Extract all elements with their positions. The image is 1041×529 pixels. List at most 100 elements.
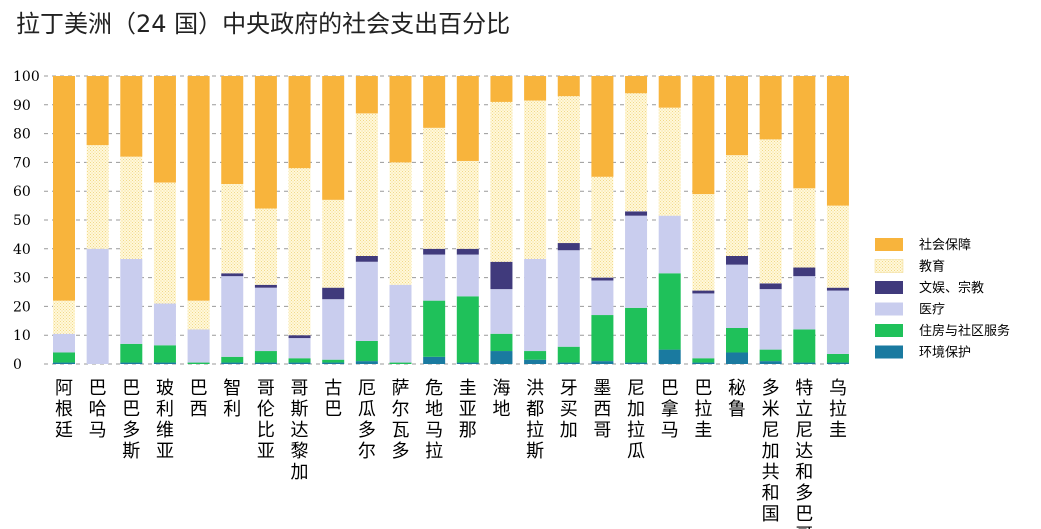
bar-segment <box>591 361 614 364</box>
bar-segment <box>793 76 816 189</box>
bar-segment <box>692 358 715 363</box>
bar-segment <box>826 287 849 291</box>
x-category-label: 巴巴多斯 <box>122 378 140 462</box>
bar-segment <box>53 352 75 363</box>
bar-segment <box>490 351 513 364</box>
bar-segment <box>389 162 412 285</box>
bar-segment <box>490 76 513 102</box>
legend-label: 环境保护 <box>919 346 971 361</box>
bar-segment <box>726 264 748 328</box>
bar-segment <box>423 356 446 364</box>
bar-segment <box>456 248 479 255</box>
bar-segment <box>557 96 580 244</box>
bar-segment <box>389 362 412 364</box>
bar-segment <box>826 205 849 288</box>
x-category-label: 洪都拉斯 <box>526 378 544 462</box>
x-category-label: 危地马拉 <box>425 378 443 462</box>
bar-segment <box>288 362 311 364</box>
x-category-label: 尼加拉瓜 <box>627 378 645 462</box>
x-category-label: 智利 <box>223 378 241 420</box>
bar-segment <box>456 362 479 364</box>
y-tick-label: 30 <box>13 271 31 287</box>
bar-segment <box>524 351 547 360</box>
x-category-labels: 阿根廷巴哈马巴巴多斯玻利维亚巴西智利哥伦比亚哥斯达黎加古巴厄瓜多尔萨尔瓦多危地马… <box>55 378 847 529</box>
x-category-label: 巴西 <box>190 378 208 420</box>
bar-segment <box>322 76 345 200</box>
legend-label: 教育 <box>919 259 945 275</box>
bar-segment <box>591 280 614 316</box>
bar-segment <box>524 76 547 101</box>
bar-segment <box>53 300 75 334</box>
bar-segment <box>726 256 748 265</box>
bar-segment <box>557 250 580 347</box>
bar-segment <box>221 273 244 277</box>
x-category-label: 墨西哥 <box>593 378 611 441</box>
bar-segment <box>254 76 277 209</box>
bar-segment <box>423 127 446 249</box>
bar-segment <box>254 287 277 352</box>
bar-segment <box>759 361 782 364</box>
bar-segment <box>254 351 277 363</box>
bar-segment <box>490 333 513 352</box>
bar-segment <box>355 261 378 341</box>
bar-segment <box>658 215 681 274</box>
y-tick-label: 90 <box>13 98 31 114</box>
x-category-label: 萨尔瓦多 <box>392 378 410 462</box>
bar-segment <box>389 76 412 163</box>
bar-segment <box>456 296 479 363</box>
bar-segment <box>726 328 748 353</box>
bar-segment <box>53 362 75 364</box>
y-tick-label: 70 <box>13 155 31 171</box>
bar-segment <box>759 283 782 290</box>
bar-segment <box>658 349 681 364</box>
x-category-label: 巴哈马 <box>89 378 107 441</box>
bar-segment <box>221 76 244 184</box>
bar-segment <box>826 76 849 206</box>
x-category-label: 厄瓜多尔 <box>358 378 376 462</box>
bar-segment <box>625 211 648 216</box>
bar-segment <box>288 76 311 169</box>
legend-swatch <box>875 324 903 337</box>
bar-segment <box>456 76 479 161</box>
bars <box>53 76 849 364</box>
bar-segment <box>221 184 244 274</box>
bar-segment <box>826 362 849 364</box>
bar-segment <box>456 254 479 297</box>
bar-segment <box>288 335 311 339</box>
x-category-label: 牙买加 <box>560 378 578 441</box>
bar-segment <box>692 293 715 359</box>
bar-segment <box>793 276 816 330</box>
bar-segment <box>187 76 210 301</box>
bar-segment <box>322 287 345 300</box>
bar-segment <box>490 261 513 290</box>
legend-label: 医疗 <box>919 303 945 318</box>
legend-swatch <box>875 238 903 251</box>
bar-segment <box>625 215 648 308</box>
bar-segment <box>826 353 849 363</box>
bar-segment <box>591 277 614 281</box>
legend-swatch <box>875 345 903 359</box>
y-tick-labels: 0 10 20 30 40 50 60 70 80 90 100 <box>13 69 40 373</box>
bar-segment <box>288 168 311 336</box>
bar-segment <box>322 199 345 288</box>
x-category-label: 多米尼加共和国 <box>762 378 780 525</box>
bar-segment <box>793 188 816 268</box>
legend-label: 住房与社区服务 <box>919 323 1010 339</box>
bar-segment <box>625 76 648 94</box>
bar-segment <box>355 113 378 256</box>
legend-swatch <box>875 281 903 294</box>
bar-segment <box>355 256 378 262</box>
bar-segment <box>658 273 681 350</box>
bar-segment <box>759 139 782 284</box>
bar-segment <box>557 346 580 363</box>
bar-segment <box>692 194 715 291</box>
bar-segment <box>793 362 816 364</box>
bar-segment <box>254 284 277 288</box>
bar-segment <box>322 362 345 364</box>
bar-segment <box>187 329 210 363</box>
x-category-label: 哥伦比亚 <box>257 378 275 462</box>
bar-segment <box>423 248 446 255</box>
bar-segment <box>591 76 614 177</box>
y-tick-label: 60 <box>13 184 31 200</box>
